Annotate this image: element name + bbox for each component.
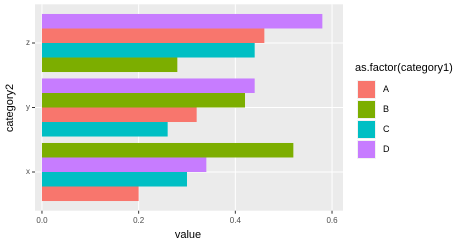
bar: [41, 13, 323, 29]
legend-title: as.factor(category1): [355, 62, 453, 74]
bar: [41, 28, 265, 43]
bar: [41, 186, 139, 202]
y-axis-title: category2: [4, 84, 16, 132]
legend-key: [358, 81, 375, 98]
legend-label: C: [383, 124, 390, 134]
bar: [41, 57, 178, 73]
bar: [41, 92, 246, 108]
legend-label: A: [383, 84, 389, 94]
legend-label: B: [383, 104, 389, 114]
x-tick-label: 0.4: [230, 216, 242, 225]
legend-key: [358, 121, 375, 138]
y-tick-label: z: [26, 38, 30, 47]
legend-key: [358, 141, 375, 158]
y-tick-label: x: [26, 167, 30, 176]
bar: [41, 172, 187, 187]
x-tick-label: 0.0: [36, 216, 48, 225]
x-axis-title: value: [175, 229, 201, 241]
x-tick-label: 0.6: [326, 216, 338, 225]
bar: [41, 122, 168, 137]
bar: [41, 43, 255, 58]
legend-key: [358, 101, 375, 118]
bar: [41, 78, 255, 93]
x-tick-label: 0.2: [133, 216, 145, 225]
legend-label: D: [383, 144, 390, 154]
y-tick-label: y: [26, 103, 30, 112]
bar: [41, 157, 207, 172]
bar: [41, 142, 294, 158]
bar: [41, 107, 197, 123]
